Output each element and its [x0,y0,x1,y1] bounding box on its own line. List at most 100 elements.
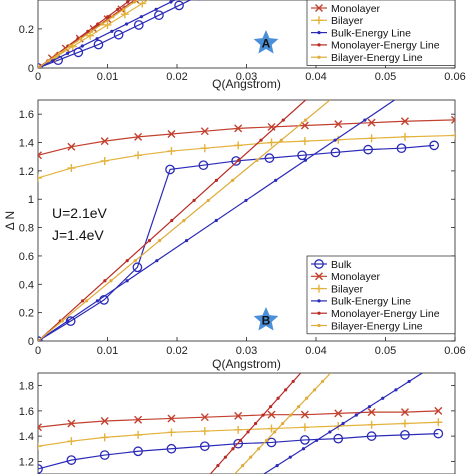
line-dot [279,138,283,142]
y-tick-label: 0.2 [19,24,34,36]
line-dot [394,388,398,392]
x-tick-label: 0.04 [305,345,326,357]
x-axis-label: Q(Angstrom) [212,77,281,91]
data-point [167,414,176,423]
data-point [174,0,184,11]
data-point [100,137,109,146]
line-dot [95,299,100,303]
data-point [200,127,209,136]
line-dot [284,388,288,392]
line-dot [249,455,253,459]
data-point [167,147,176,156]
line-dot [66,319,70,323]
line-dot [303,118,308,122]
y-tick-label: 1.6 [19,406,34,418]
line-dot [214,178,218,182]
legend-label: Monolayer [331,271,381,283]
line-dot [80,44,84,48]
y-tick-label: 1.4 [19,431,34,443]
line-dot [125,22,129,26]
legend-item: Monolayer [311,3,381,15]
series-monolayer-energy-line [209,373,302,474]
legend-item: Monolayer-Energy Line [311,40,440,52]
data-point [117,5,126,14]
series-line [38,144,435,341]
data-point [66,455,77,465]
y-tick-label: 1.2 [19,166,34,178]
series-line [38,0,192,68]
data-point [38,151,42,160]
legend-item: Bilayer [311,15,364,27]
data-point [366,431,377,441]
annotation-text: J=1.4eV [52,227,104,243]
data-point [165,164,175,175]
line-dot [276,396,280,400]
legend-marker [315,284,323,293]
line-dot [363,118,367,122]
data-point [330,147,341,158]
x-tick-label: 0.04 [305,71,326,83]
data-point [264,153,275,163]
data-point [167,130,176,139]
line-dot [241,463,245,468]
data-point [267,138,276,147]
y-tick-label: 0.4 [19,279,34,291]
plot-area [38,0,202,68]
line-dot [110,29,114,33]
data-point [132,262,143,273]
legend-label: Monolayer [331,3,381,15]
line-dot [223,455,228,459]
y-tick-label: 1.8 [19,381,34,393]
line-dot [170,218,174,223]
y-tick-label: 0.6 [19,251,34,263]
line-dot [80,299,85,303]
y-tick-label: 1.2 [19,456,34,468]
data-point [396,143,407,154]
x-tick-label: 0.05 [375,345,396,357]
data-point [234,124,243,133]
line-dot [328,430,332,434]
data-point [134,415,143,424]
data-point [120,10,129,19]
line-dot [89,29,94,33]
data-point [429,140,439,151]
legend-marker [317,299,321,303]
data-point [367,408,376,417]
line-dot [291,379,295,384]
y-axis-label: Δ N [3,211,17,230]
line-dot [116,7,120,11]
series-monolayer [38,115,455,160]
line-dot [95,37,99,41]
line-dot [321,379,325,384]
data-point [200,413,209,422]
line-dot [125,259,129,263]
data-point [100,433,109,442]
legend-label: Bulk-Energy Line [331,27,411,39]
data-point [433,428,444,439]
legend-marker [315,272,323,281]
x-tick-label: 0.01 [97,71,118,83]
line-dot [341,421,345,426]
line-dot [51,59,55,63]
legend-marker [317,311,321,315]
line-dot [231,447,235,451]
series-bilayer-energy-line [38,100,331,341]
y-tick-label: 1.4 [19,138,34,150]
data-point [234,411,243,420]
data-point [138,0,147,8]
legend-label: Bilayer-Energy Line [331,52,423,64]
series-bulk [38,140,439,341]
series-bulk-energy-line [38,100,395,341]
data-point [133,20,144,30]
data-point [334,120,343,129]
data-point [38,63,43,68]
line-dot [305,396,309,400]
line-dot [238,438,243,442]
legend-label: Bulk-Energy Line [331,296,411,308]
line-dot [367,405,372,409]
series-bilayer [38,131,455,182]
series-bulk-energy-line [38,0,177,68]
line-dot [79,37,83,41]
